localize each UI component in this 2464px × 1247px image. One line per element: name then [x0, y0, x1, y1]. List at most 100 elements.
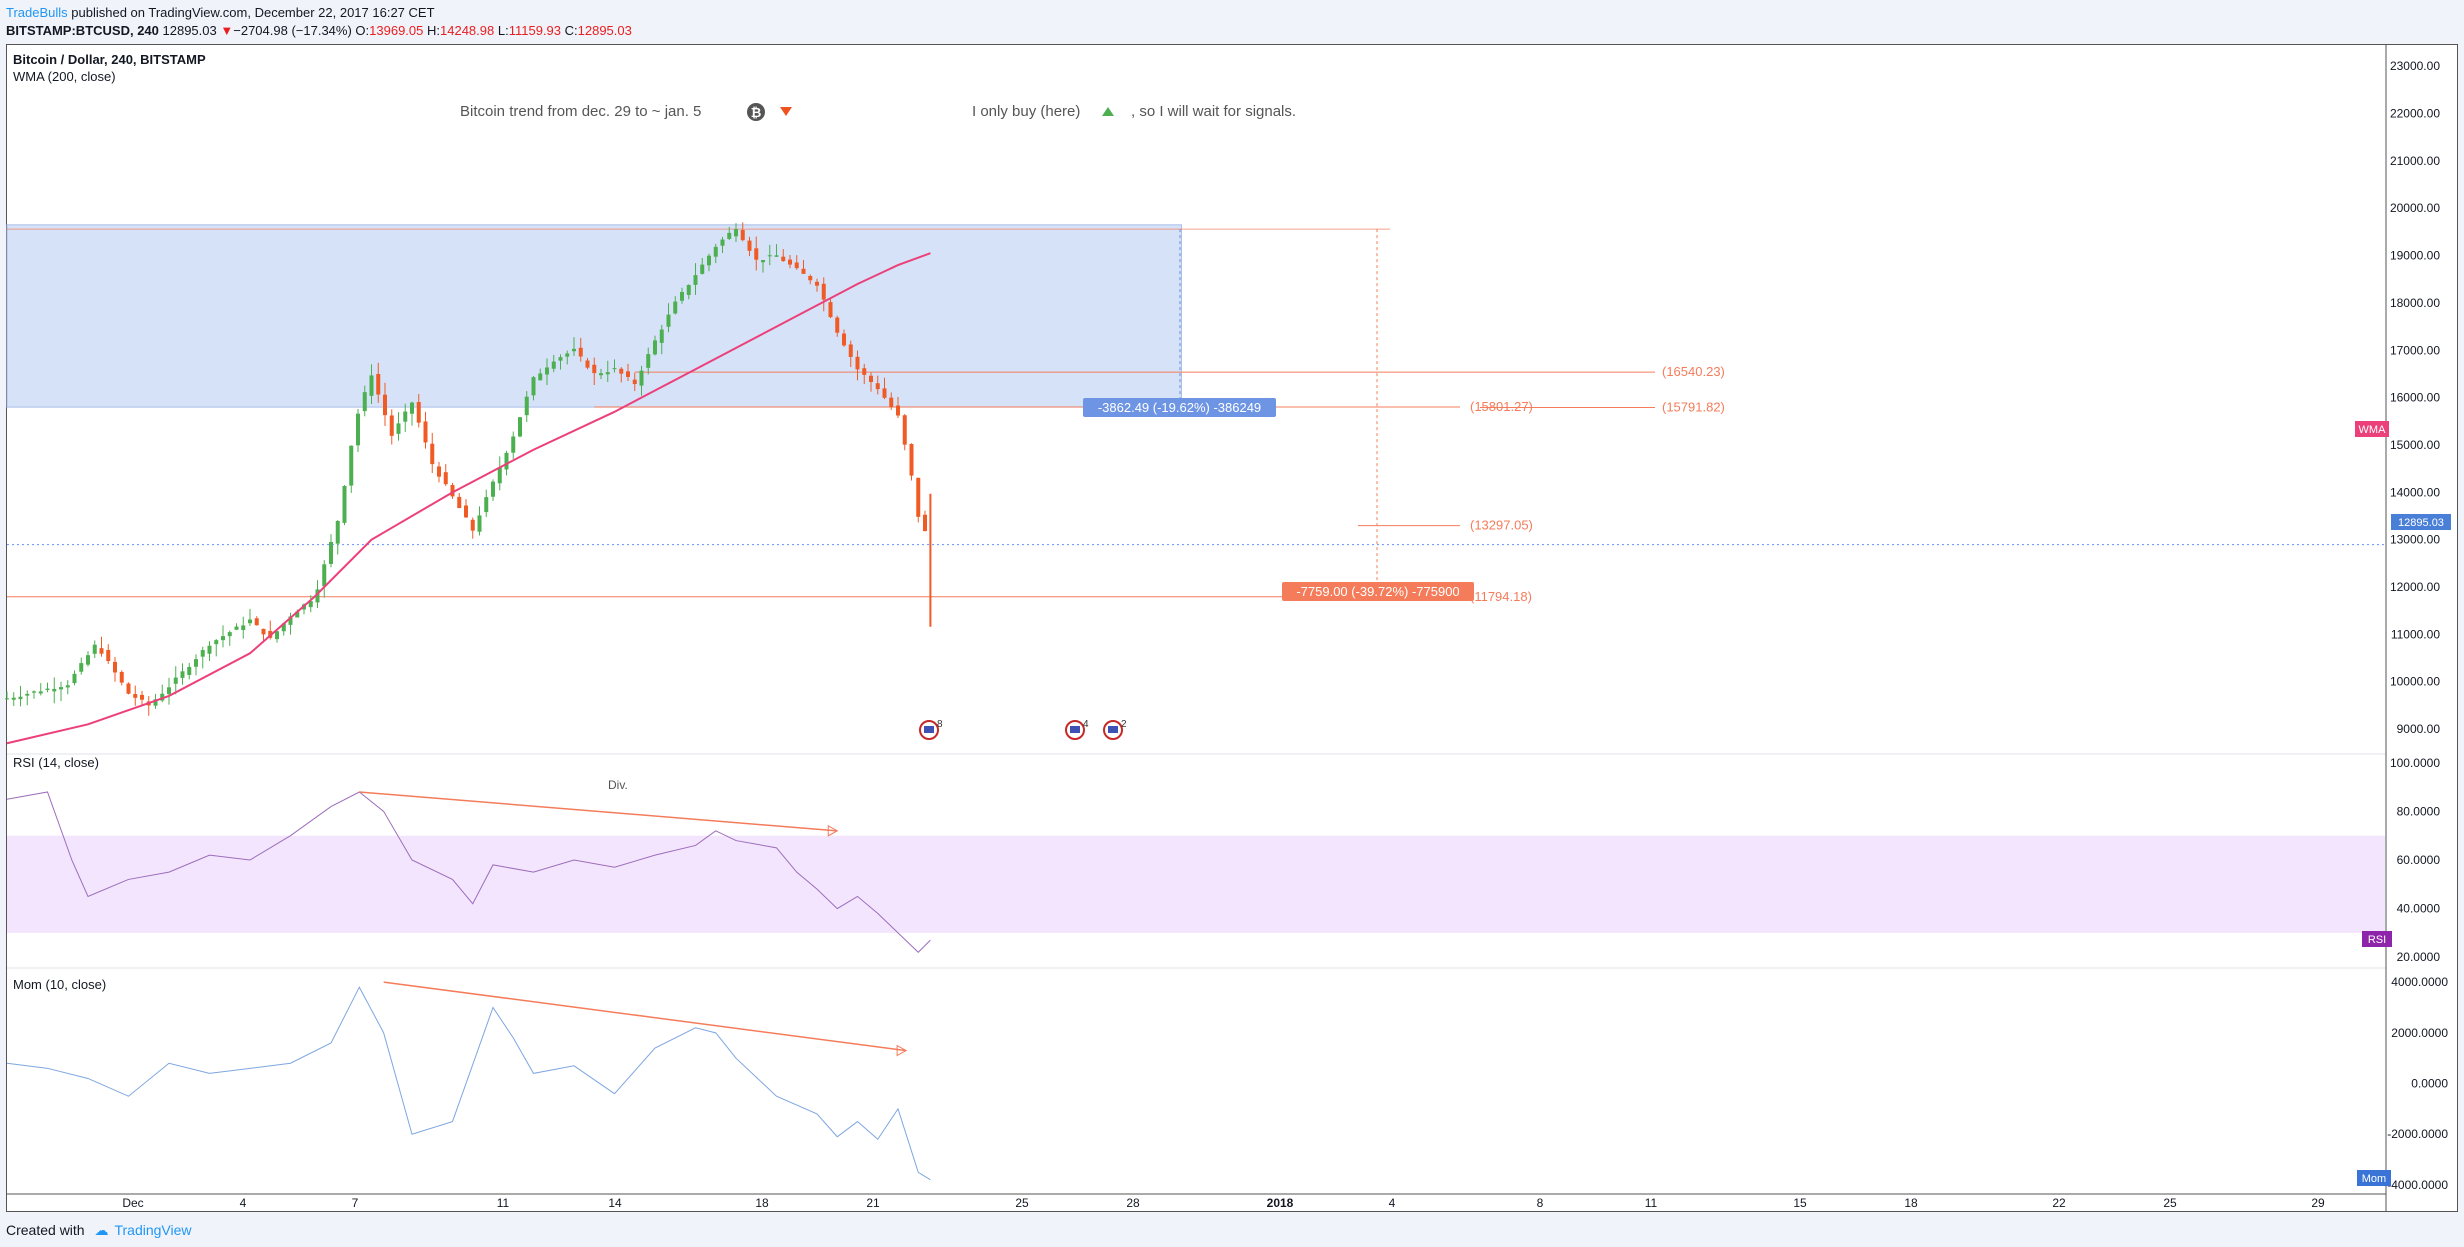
time-tick: 25	[2163, 1196, 2177, 1210]
candle	[794, 262, 799, 269]
price-tick: 23000.00	[2390, 59, 2440, 73]
down-triangle-icon	[780, 107, 792, 116]
mom-tick: -2000.0000	[2387, 1127, 2448, 1141]
candle	[747, 240, 752, 251]
candle	[720, 239, 725, 246]
high-label: H:	[427, 23, 441, 38]
candle	[403, 411, 408, 422]
candle	[504, 452, 509, 470]
level-label: (16540.23)	[1662, 364, 1725, 379]
candle	[821, 283, 826, 300]
up-triangle-icon	[1102, 107, 1114, 116]
candle	[491, 481, 495, 497]
candle	[875, 383, 880, 390]
bitcoin-icon	[747, 103, 765, 121]
candle	[646, 354, 651, 368]
candle	[160, 693, 165, 701]
low-value: 11159.93	[508, 23, 562, 38]
candle	[11, 697, 16, 700]
candle	[173, 677, 178, 684]
candle	[767, 255, 772, 257]
annotation-text: , so I will wait for signals.	[1131, 103, 1296, 120]
candle	[578, 347, 583, 357]
candle	[234, 626, 239, 630]
candle	[153, 699, 158, 706]
divergence-label: Div.	[608, 778, 628, 792]
measure-label-large-box	[1282, 582, 1474, 601]
candle	[113, 661, 117, 673]
candle	[59, 687, 63, 690]
mom-tick: 4000.0000	[2391, 975, 2448, 989]
candle	[734, 229, 738, 237]
candle	[470, 519, 475, 531]
price-tick: 15000.00	[2390, 438, 2440, 452]
tradingview-link[interactable]: TradingView	[114, 1222, 192, 1238]
event-count: 2	[1121, 719, 1127, 730]
candle	[464, 505, 468, 518]
annotation-text: I only buy (here)	[972, 103, 1080, 120]
candle	[423, 421, 428, 443]
candle	[585, 360, 590, 368]
candle	[659, 329, 664, 343]
wma-badge-box	[2355, 421, 2389, 437]
candle	[362, 392, 367, 412]
candle	[612, 368, 617, 370]
flag-icon	[1070, 726, 1080, 733]
chart-header: TradeBulls published on TradingView.com,…	[0, 0, 2464, 44]
rsi-tick: 100.0000	[2390, 756, 2440, 770]
candle	[484, 497, 489, 513]
candle	[329, 542, 333, 564]
price-change: −2704.98 (−17.34%)	[233, 23, 352, 38]
candle	[396, 423, 401, 434]
candle	[45, 688, 50, 691]
mom-badge-box	[2357, 1170, 2391, 1186]
candle	[288, 616, 293, 625]
flag-icon	[1108, 726, 1118, 733]
mom-tick: 2000.0000	[2391, 1026, 2448, 1040]
candle	[828, 302, 833, 318]
rsi-band	[7, 835, 2385, 933]
rsi-tick: 60.0000	[2397, 853, 2441, 867]
publish-info: published on TradingView.com, December 2…	[67, 5, 435, 20]
candle	[221, 636, 225, 641]
price-tick: 13000.00	[2390, 533, 2440, 547]
candle	[909, 444, 914, 476]
rsi-tick: 80.0000	[2397, 804, 2441, 818]
candle	[295, 611, 300, 618]
candle	[430, 443, 435, 465]
candle	[835, 317, 840, 333]
chart-svg[interactable]: (16540.23) (15801.27) (15791.82) (13297.05)…	[0, 0, 2464, 1215]
rsi-badge-box	[2362, 931, 2392, 947]
event-count: 4	[1083, 719, 1089, 730]
time-tick: 4	[1389, 1196, 1396, 1210]
time-tick: 11	[1645, 1196, 1658, 1210]
high-value: 14248.98	[440, 23, 495, 38]
candle	[275, 631, 279, 640]
candle	[65, 685, 70, 688]
price-tick: 9000.00	[2397, 722, 2441, 736]
open-label: O:	[355, 23, 370, 38]
bitcoin-icon-glyph: ₿	[751, 105, 762, 120]
mom-tick: 0.0000	[2411, 1077, 2448, 1091]
author-link[interactable]: TradeBulls	[6, 5, 68, 20]
annotation-text: Bitcoin trend from dec. 29 to ~ jan. 5	[460, 103, 701, 120]
candle	[167, 687, 171, 695]
candle	[126, 683, 131, 694]
tradingview-logo-icon[interactable]: ☁	[94, 1222, 109, 1238]
candle	[815, 281, 819, 286]
candle	[882, 388, 887, 398]
flag-icon	[924, 726, 934, 733]
symbol-line: BITSTAMP:BTCUSD, 240 12895.03 ▼−2704.98 …	[6, 23, 632, 38]
price-tick: 10000.00	[2390, 675, 2440, 689]
candle	[227, 632, 232, 637]
rsi-title: RSI (14, close)	[13, 755, 99, 770]
footer: Created with ☁ TradingView	[6, 1222, 192, 1239]
mom-badge: Mom	[2362, 1173, 2386, 1185]
candle	[599, 373, 603, 376]
candle	[511, 436, 516, 453]
candle	[194, 659, 198, 667]
rsi-divergence-arrow	[359, 791, 838, 832]
candle	[32, 691, 36, 693]
candle	[538, 373, 543, 381]
mom-title: Mom (10, close)	[13, 977, 106, 992]
